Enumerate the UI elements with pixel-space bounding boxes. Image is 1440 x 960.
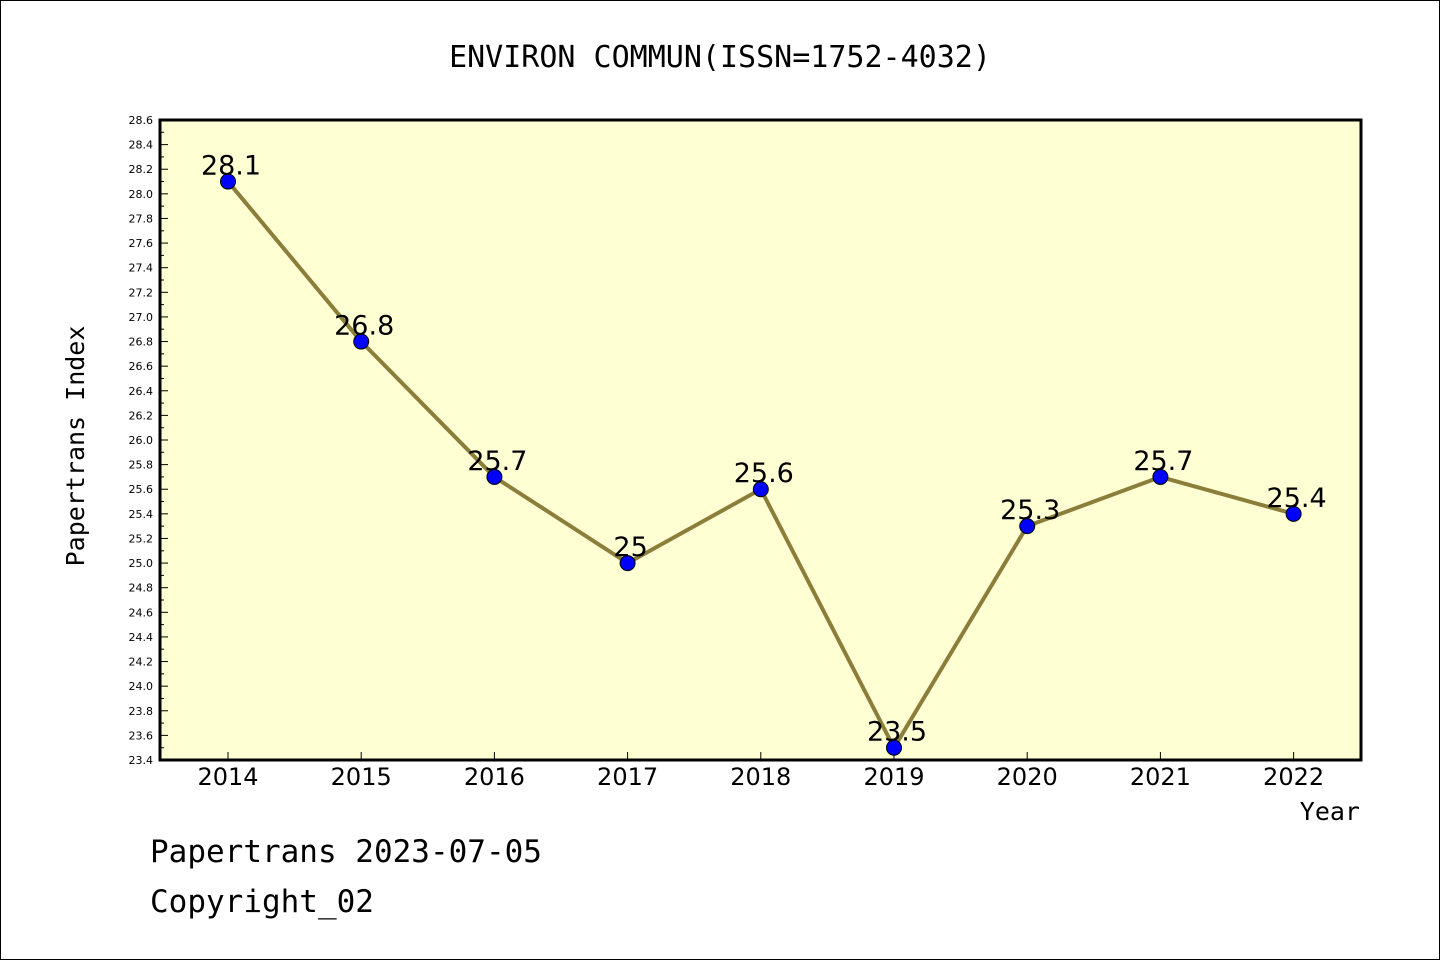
x-tick-label: 2022: [1263, 763, 1324, 791]
y-tick-label: 25.4: [129, 508, 154, 521]
data-label: 23.5: [867, 717, 927, 748]
y-tick-label: 27.4: [129, 262, 154, 275]
x-tick-label: 2015: [331, 763, 392, 791]
y-tick-label: 24.0: [129, 680, 154, 693]
data-label: 25: [613, 532, 647, 563]
y-tick-label: 23.6: [129, 729, 154, 742]
data-point: [220, 173, 236, 190]
data-point: [1019, 518, 1036, 535]
y-tick-label: 24.4: [129, 631, 154, 644]
footer-copyright: Copyright_02: [150, 884, 374, 920]
x-tick-label: 2014: [197, 763, 258, 791]
y-tick-label: 26.8: [129, 336, 154, 349]
y-tick-label: 27.0: [129, 311, 154, 324]
data-markers: [220, 173, 1302, 756]
y-tick-label: 24.8: [129, 582, 154, 595]
data-point: [486, 468, 503, 485]
data-label: 25.4: [1267, 483, 1327, 514]
chart-title: ENVIRON COMMUN(ISSN=1752-4032): [449, 40, 991, 75]
data-point: [1152, 468, 1169, 485]
y-tick-label: 27.8: [129, 212, 154, 225]
y-tick-label: 25.0: [129, 557, 154, 570]
y-tick-label: 24.2: [129, 656, 154, 669]
y-axis: 23.4 23.6 23.8 24.0 24.2 24.4 24.6 24.8 25.0 25.2…: [129, 114, 168, 767]
y-tick-label: 27.6: [129, 237, 154, 250]
data-point: [1285, 505, 1302, 522]
y-tick-label: 26.2: [129, 409, 154, 422]
data-point: [886, 739, 902, 756]
data-labels: 28.1 26.8 25.7 25 25.6 23.5 25.3 25.7 25.4: [201, 151, 1327, 748]
y-tick-label: 27.2: [129, 286, 154, 299]
data-label: 28.1: [201, 151, 261, 182]
x-tick-label: 2018: [730, 763, 791, 791]
y-tick-label: 28.4: [129, 139, 154, 152]
y-tick-label: 26.0: [129, 434, 154, 447]
data-label: 25.7: [467, 446, 527, 477]
data-label: 25.7: [1133, 446, 1193, 477]
y-tick-label: 28.2: [129, 163, 154, 176]
x-tick-label: 2017: [597, 763, 658, 791]
y-tick-label: 25.8: [129, 459, 154, 472]
x-tick-label: 2021: [1130, 763, 1191, 791]
data-label: 25.6: [734, 458, 794, 489]
y-tick-label: 23.4: [129, 754, 154, 767]
y-tick-label: 28.6: [129, 114, 154, 127]
data-point: [619, 555, 636, 572]
y-tick-label: 26.6: [129, 360, 154, 373]
x-axis-label: Year: [1300, 797, 1360, 826]
x-tick-label: 2020: [997, 763, 1058, 791]
data-point: [353, 333, 370, 350]
data-label: 26.8: [334, 311, 394, 342]
y-tick-label: 24.6: [129, 606, 154, 619]
y-tick-label: 25.6: [129, 483, 154, 496]
x-tick-label: 2016: [464, 763, 525, 791]
y-tick-label: 26.4: [129, 385, 154, 398]
y-tick-label: 25.2: [129, 532, 154, 545]
y-tick-label: 28.0: [129, 188, 154, 201]
data-label: 25.3: [1000, 495, 1060, 526]
y-tick-label: 23.8: [129, 705, 154, 718]
x-tick-label: 2019: [863, 763, 924, 791]
plot-area: [158, 118, 1363, 762]
data-point: [752, 481, 769, 498]
y-axis-label: Papertrans Index: [61, 326, 90, 567]
footer-date: Papertrans 2023-07-05: [150, 834, 542, 870]
x-axis: 2014 2015 2016 2017 2018 2019 2020 2021 2022: [197, 752, 1324, 791]
